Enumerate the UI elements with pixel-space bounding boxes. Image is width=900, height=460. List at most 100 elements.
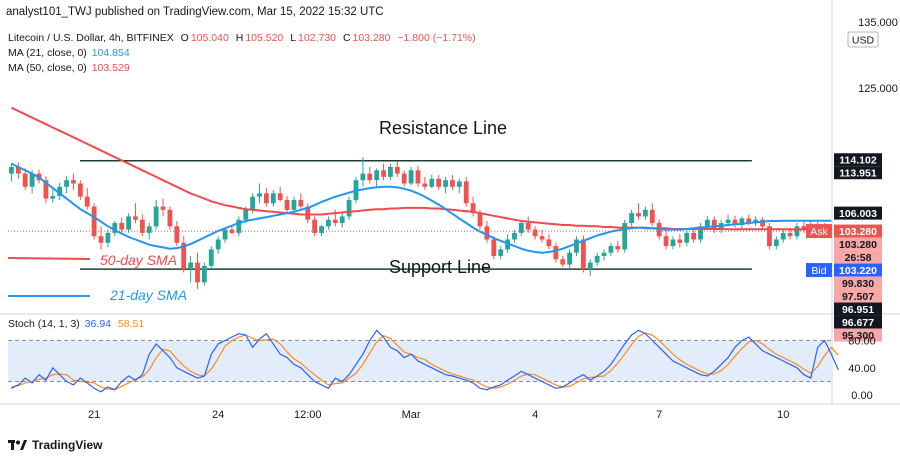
candle[interactable] [71, 173, 76, 191]
candle[interactable] [64, 176, 69, 194]
candle[interactable] [222, 227, 228, 243]
candle[interactable] [780, 229, 786, 243]
candle[interactable] [753, 216, 759, 227]
candle[interactable] [195, 252, 200, 289]
candle[interactable] [381, 163, 386, 181]
candle[interactable] [498, 246, 504, 260]
candle[interactable] [277, 186, 283, 202]
candle[interactable] [463, 176, 469, 207]
candle[interactable] [50, 189, 56, 203]
candle[interactable] [236, 216, 242, 237]
candle[interactable] [436, 174, 442, 191]
candle[interactable] [491, 236, 497, 260]
candle[interactable] [711, 216, 717, 233]
stoch-k-line[interactable] [11, 329, 839, 393]
candle[interactable] [415, 165, 421, 187]
candle[interactable] [443, 176, 448, 194]
candle[interactable] [553, 242, 559, 263]
candle[interactable] [57, 182, 63, 200]
symbol-legend[interactable]: Litecoin / U.S. Dollar, 4h, BITFINEX O 10… [8, 32, 476, 44]
stochastic-pane[interactable] [8, 329, 839, 393]
candle[interactable] [15, 162, 21, 179]
candle[interactable] [450, 174, 455, 191]
candle[interactable] [153, 199, 159, 230]
candle[interactable] [112, 221, 118, 237]
candle[interactable] [760, 217, 765, 230]
candle[interactable] [408, 167, 414, 186]
candle[interactable] [360, 157, 366, 187]
candle[interactable] [305, 203, 311, 224]
candle[interactable] [346, 196, 352, 220]
currency-label[interactable]: USD [852, 35, 875, 47]
candle[interactable] [84, 188, 90, 210]
candle[interactable] [525, 216, 531, 233]
candle[interactable] [684, 229, 690, 247]
candle[interactable] [43, 176, 49, 204]
candle[interactable] [518, 221, 524, 237]
ma50-legend[interactable]: MA (50, close, 0) 103.529 [8, 62, 130, 74]
candle[interactable] [642, 206, 648, 220]
candle[interactable] [691, 229, 697, 243]
candle[interactable] [291, 196, 297, 214]
candle[interactable] [9, 163, 14, 182]
candle[interactable] [270, 190, 276, 207]
candle[interactable] [394, 161, 400, 177]
candle[interactable] [422, 176, 428, 191]
candle[interactable] [339, 213, 345, 228]
candle[interactable] [677, 234, 683, 248]
candle[interactable] [532, 226, 538, 240]
candle[interactable] [560, 255, 566, 268]
candle[interactable] [484, 221, 490, 243]
candle[interactable] [636, 203, 641, 220]
candle[interactable] [429, 174, 435, 189]
candle[interactable] [456, 178, 462, 194]
candle[interactable] [567, 249, 573, 270]
candle[interactable] [539, 229, 545, 243]
candle[interactable] [574, 236, 579, 256]
candle[interactable] [698, 223, 703, 243]
candle[interactable] [139, 214, 145, 237]
candle[interactable] [649, 203, 655, 227]
candle[interactable] [77, 180, 83, 200]
candle[interactable] [105, 229, 111, 248]
candle[interactable] [98, 226, 104, 250]
candle[interactable] [263, 188, 269, 207]
candle[interactable] [119, 217, 125, 233]
candle[interactable] [160, 198, 166, 217]
candle[interactable] [208, 246, 214, 270]
candle[interactable] [594, 252, 600, 266]
tradingview-logo[interactable]: TradingView [8, 438, 102, 452]
candle[interactable] [615, 240, 621, 253]
candle[interactable] [732, 215, 738, 228]
candle[interactable] [133, 203, 138, 224]
candle[interactable] [767, 223, 772, 250]
candle[interactable] [546, 234, 552, 250]
currency-badge[interactable] [847, 31, 879, 48]
candle[interactable] [312, 216, 318, 237]
candle[interactable] [126, 213, 131, 233]
candle[interactable] [601, 249, 607, 261]
candle[interactable] [188, 255, 194, 283]
candle[interactable] [663, 229, 669, 250]
candle[interactable] [512, 229, 517, 243]
candle[interactable] [470, 196, 476, 217]
price-pane[interactable] [0, 0, 900, 405]
candle[interactable] [622, 219, 628, 253]
candle[interactable] [773, 236, 779, 250]
ma21-legend[interactable]: MA (21, close, 0) 104.854 [8, 47, 130, 59]
stoch-legend[interactable]: Stoch (14, 1, 3) 36.94 58.51 [8, 318, 144, 330]
candle[interactable] [167, 206, 173, 230]
candle[interactable] [22, 168, 28, 191]
candle[interactable] [257, 183, 262, 204]
candle[interactable] [587, 259, 593, 276]
candle[interactable] [326, 216, 331, 230]
candle[interactable] [91, 203, 97, 240]
candle[interactable] [319, 225, 324, 237]
candle[interactable] [201, 262, 207, 286]
candle[interactable] [374, 168, 380, 187]
candle[interactable] [608, 242, 614, 256]
stoch-d-line[interactable] [11, 332, 839, 391]
